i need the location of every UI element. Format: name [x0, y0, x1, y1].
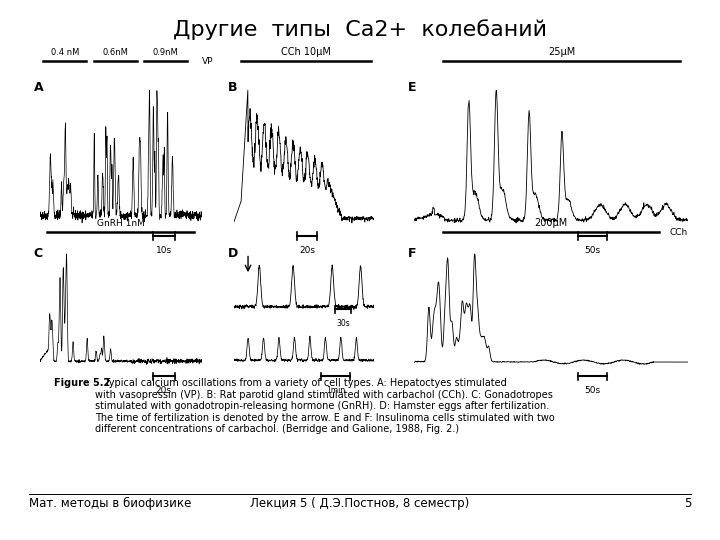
- Text: Typical calcium oscillations from a variety of cell types. A: Hepatoctyes stimul: Typical calcium oscillations from a vari…: [95, 378, 555, 434]
- Text: 200μM: 200μM: [534, 218, 567, 228]
- Text: A: A: [34, 81, 43, 94]
- Text: E: E: [408, 81, 417, 94]
- Text: 50s: 50s: [585, 386, 600, 395]
- Text: 25μM: 25μM: [548, 46, 575, 57]
- Text: 20s: 20s: [300, 246, 315, 255]
- Text: 0.4 nM: 0.4 nM: [50, 48, 79, 57]
- Text: C: C: [34, 247, 43, 260]
- Text: Figure 5.2: Figure 5.2: [54, 378, 110, 388]
- Text: Другие  типы  Ca2+  колебаний: Другие типы Ca2+ колебаний: [173, 19, 547, 40]
- Text: B: B: [228, 81, 238, 94]
- Text: 0.6nM: 0.6nM: [102, 48, 128, 57]
- Text: GnRH 1nM: GnRH 1nM: [96, 219, 145, 228]
- Text: Лекция 5 ( Д.Э.Постнов, 8 семестр): Лекция 5 ( Д.Э.Постнов, 8 семестр): [251, 497, 469, 510]
- Text: 0.9nM: 0.9nM: [153, 48, 179, 57]
- Text: 20s: 20s: [156, 386, 172, 395]
- Text: 5: 5: [684, 497, 691, 510]
- Text: 50s: 50s: [585, 246, 600, 255]
- Text: 1min: 1min: [326, 386, 345, 395]
- Text: D: D: [228, 247, 238, 260]
- Text: 30s: 30s: [336, 319, 350, 328]
- Text: CCh 10μM: CCh 10μM: [281, 46, 331, 57]
- Text: 10s: 10s: [156, 246, 172, 255]
- Text: CCh: CCh: [670, 228, 688, 237]
- Text: F: F: [408, 247, 417, 260]
- Text: Мат. методы в биофизике: Мат. методы в биофизике: [29, 497, 192, 510]
- Text: VP: VP: [202, 57, 213, 65]
